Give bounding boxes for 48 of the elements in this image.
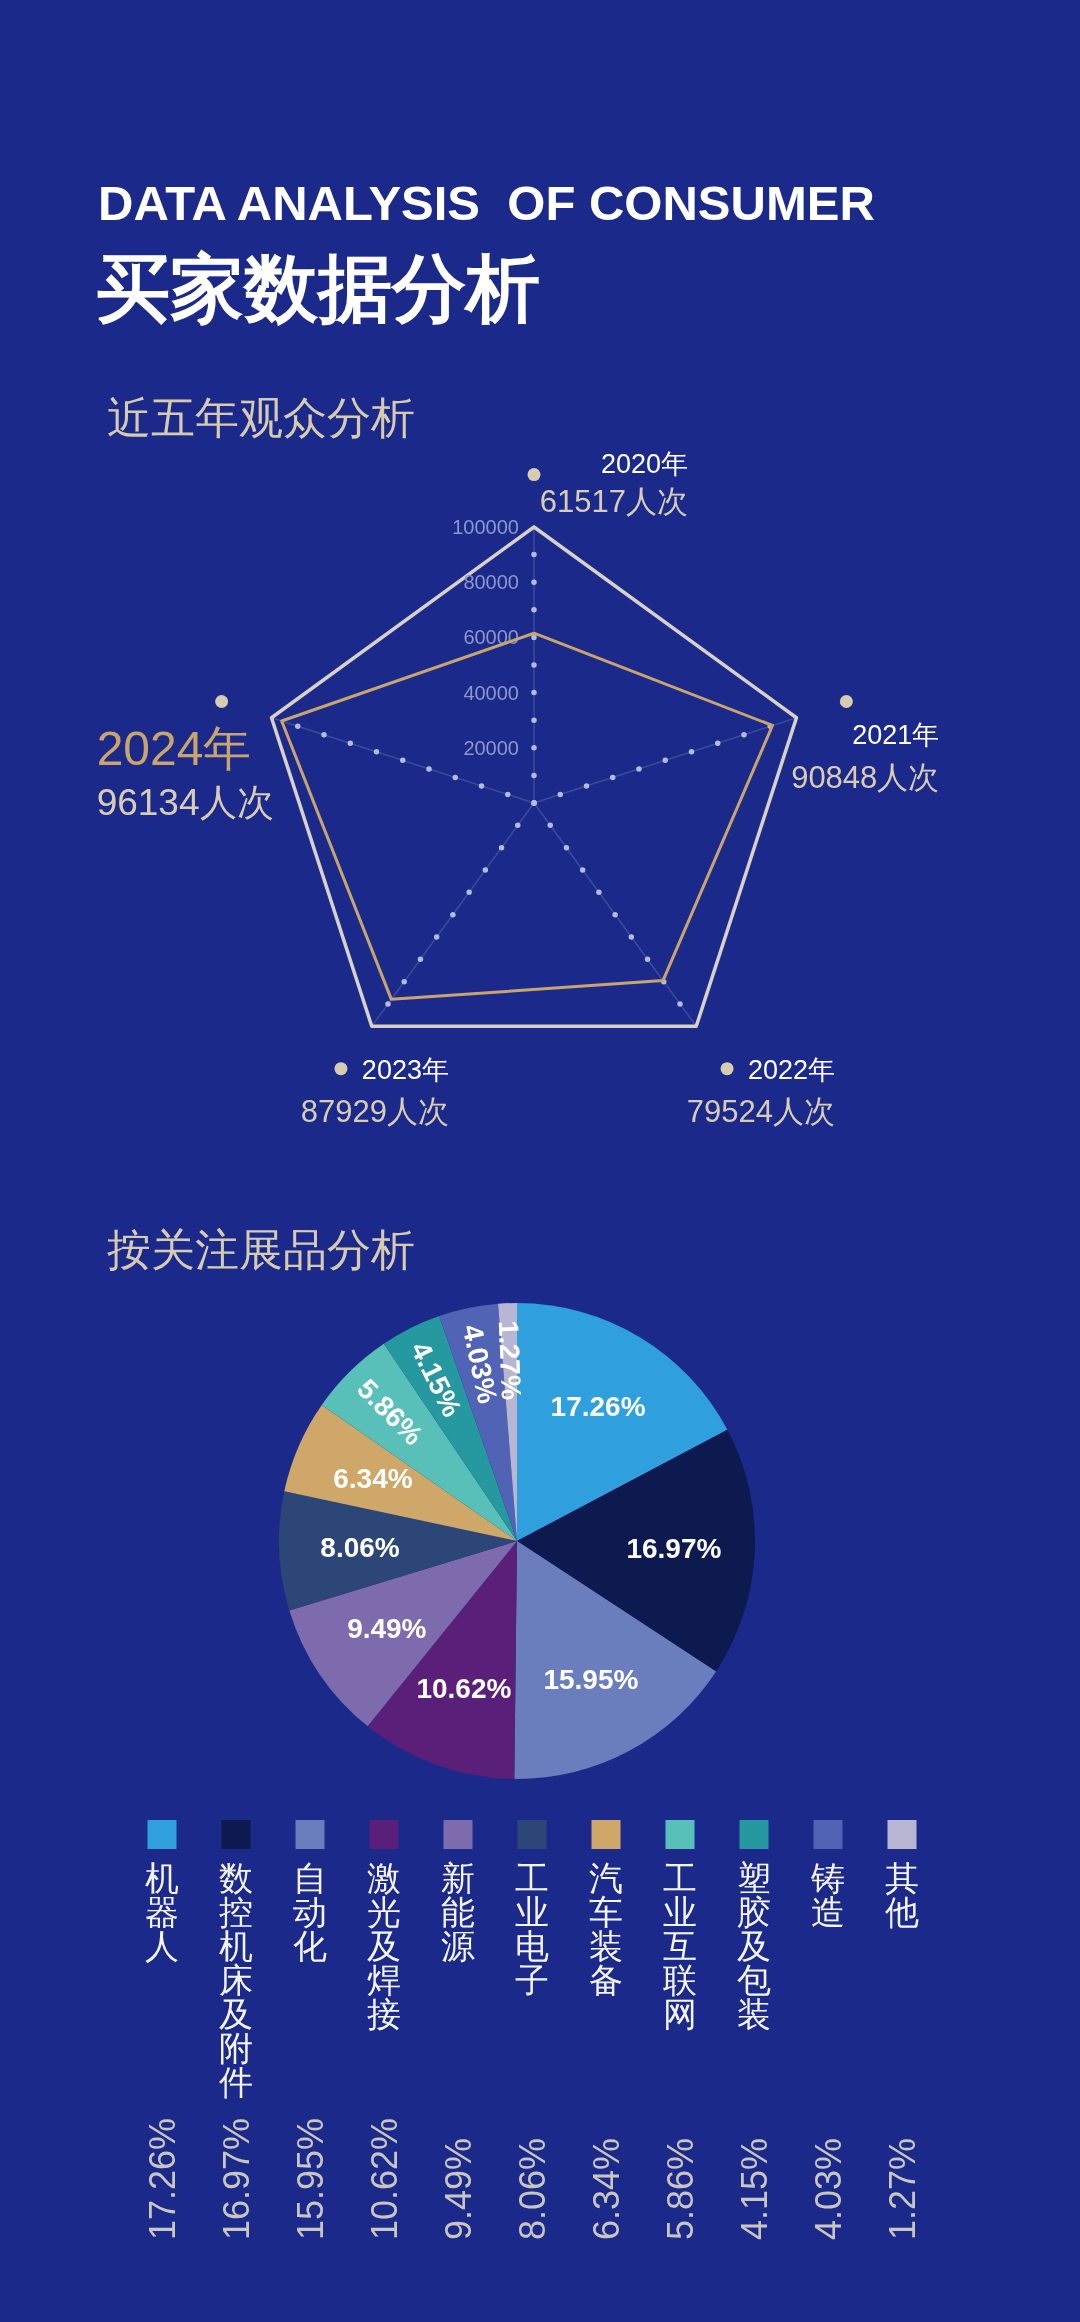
legend-item: 工业互联网 5.86% [660, 1820, 701, 2240]
data-label: 9.49% [347, 1613, 427, 1645]
y-tick-label: 40000 [463, 681, 519, 704]
legend-label: 其他 [885, 1859, 919, 1931]
y-tick-label: 20000 [463, 736, 519, 759]
data-label: 15.95% [543, 1664, 639, 1696]
legend-item: 工业电子 8.06% [512, 1820, 553, 2240]
legend-label: 自动化 [293, 1859, 327, 1965]
legend-label: 铸造 [810, 1859, 845, 1931]
annotation: 96134人次 [96, 781, 274, 823]
legend-item: 其他 1.27% [882, 1820, 923, 2240]
legend-item: 数控机床及附件 16.97% [216, 1820, 257, 2240]
title: 近五年观众分析 [107, 393, 415, 442]
legend-label: 汽车装备 [589, 1859, 623, 1999]
y-tick-label: 80000 [463, 571, 519, 594]
title: 按关注展品分析 [107, 1225, 415, 1274]
legend-item: 机器人 17.26% [142, 1820, 183, 2240]
legend-item: 自动化 15.95% [290, 1820, 331, 2240]
legend-label: 工业电子 [515, 1859, 549, 1999]
legend-item: 汽车装备 6.34% [586, 1820, 627, 2240]
spoke-label: 2022年 [747, 1054, 836, 1085]
legend-label: 激光及焊接 [367, 1859, 401, 2033]
legend-item: 塑胶及包装 4.15% [734, 1820, 775, 2240]
legend-item: 激光及焊接 10.62% [364, 1820, 405, 2240]
legend-label: 数控机床及附件 [219, 1859, 253, 2101]
data-label: 10.62% [416, 1673, 512, 1705]
annotation: 90848人次 [791, 759, 940, 795]
legend-label: 新能源 [441, 1859, 475, 1965]
data-label: 16.97% [626, 1532, 722, 1564]
y-tick-label: 100000 [452, 516, 519, 538]
y-tick-label: 60000 [463, 626, 519, 649]
legend-label: 工业互联网 [663, 1859, 697, 2033]
data-label: 8.06% [320, 1532, 400, 1564]
annotation: 87929人次 [300, 1093, 449, 1129]
title: DATA ANALYSIS OF CONSUMER [98, 176, 875, 230]
spoke-label: 2020年 [600, 448, 688, 479]
legend-label: 机器人 [145, 1859, 179, 1965]
spoke-label: 2024年 [96, 721, 252, 775]
subtitle: 买家数据分析 [96, 247, 540, 330]
legend-item: 铸造 4.03% [808, 1820, 849, 2240]
spoke-label: 2023年 [361, 1054, 449, 1085]
legend-label: 塑胶及包装 [737, 1859, 771, 2033]
legend-item: 新能源 9.49% [438, 1820, 479, 2240]
data-label: 6.34% [333, 1462, 413, 1494]
annotation: 61517人次 [539, 483, 688, 519]
data-label: 17.26% [550, 1390, 646, 1422]
annotation: 79524人次 [686, 1093, 836, 1129]
spoke-label: 2021年 [852, 719, 940, 750]
